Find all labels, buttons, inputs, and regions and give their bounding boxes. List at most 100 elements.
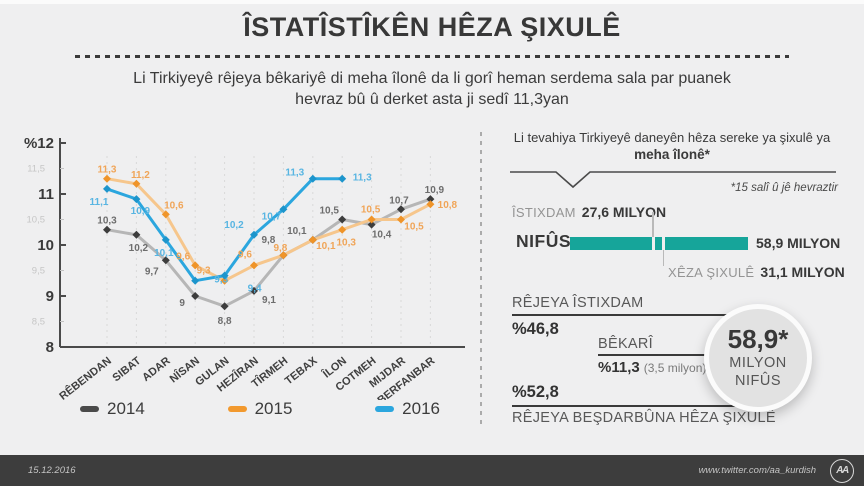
marker-2016 [250,230,258,239]
rule-participation [512,405,742,407]
data-label-2016: 11,3 [353,173,372,184]
population-circle-badge: 58,9* MILYON NIFÛS [704,304,812,412]
labour-force-label: XÊZA ŞIXULÊ [668,265,755,280]
marker-2014 [161,256,170,265]
circle-line-1: MILYON [729,355,787,372]
data-label-2015: 9,3 [197,266,211,277]
marker-2015 [132,179,141,188]
y-tick-label-minor: 11,5 [27,164,45,175]
twitter-handle: www.twitter.com/aa_kurdish [698,465,816,476]
data-label-2016: 10,7 [262,211,282,222]
x-axis-month-label: TEBAX [283,354,320,387]
footer-date: 15.12.2016 [28,465,76,476]
y-tick-label-minor: 8,5 [32,317,45,328]
marker-2015 [426,200,435,209]
marker-2016 [308,174,317,183]
vertical-dashed-separator [480,132,482,424]
legend-item-2016: 2016 [375,399,440,419]
y-tick-label-minor: 9,5 [32,266,45,277]
unemployment-value: %11,3 [598,359,640,376]
legend-label-2015: 2015 [254,399,293,418]
legend-label-2016: 2016 [402,399,440,418]
data-label-2016: 10,2 [224,220,244,231]
data-label-2016: 10,9 [131,206,151,217]
unemployment-label: BÊKARÎ [598,336,653,352]
page-title: ÎSTATÎSTÎKÊN HÊZA ŞIXULÊ [243,12,621,42]
bar-gap-employment [651,237,655,250]
legend-item-2015: 2015 [227,399,293,419]
top-strip [0,0,864,4]
subtitle-line-1: Li Tirkiyeyê rêjeya bêkariyê di meha îlo… [133,70,731,87]
marker-2014 [191,292,200,300]
data-label-2015: 9,6 [176,251,190,262]
chart-legend: 2014 2015 2016 [80,399,440,419]
subtitle-line-2: hevraz bû û derket asta ji sedî 11,3yan [295,91,569,108]
marker-2015 [161,210,170,219]
data-label-2015: 11,2 [131,170,150,181]
data-label-2014: 10,4 [372,230,392,241]
panel-heading-line-2: meha îlonê* [634,147,710,162]
population-bar [570,237,748,250]
rule-unemployment [598,354,710,356]
y-tick-label-major: 9 [46,288,54,305]
data-label-2014: 9,1 [262,295,276,306]
marker-2014 [132,230,141,239]
marker-2015 [191,261,200,270]
data-label-2014: 10,3 [97,216,117,227]
legend-swatch-2016 [375,406,395,412]
dashed-divider [75,55,789,58]
data-label-2015: 10,3 [336,238,356,249]
data-label-2015: 9,8 [273,243,287,254]
data-label-2014: 9 [179,298,185,309]
labour-force-panel: Li tevahiya Tirkiyeyê daneyên hêza serek… [490,128,854,433]
x-axis-month-label: RÊBENDAN [57,354,114,400]
x-axis-month-label: SIBAT [110,355,143,384]
footer-bar: 15.12.2016 www.twitter.com/aa_kurdish AA [0,455,864,486]
data-label-2014: 10,5 [319,206,339,217]
participation-rate-value: %52,8 [512,383,559,401]
footer-right-group: www.twitter.com/aa_kurdish AA [698,458,854,483]
employment-rate-label: RÊJEYA ÎSTIXDAM [512,295,644,311]
y-tick-label-major: 11 [38,186,54,203]
circle-value: 58,9* [727,324,789,355]
marker-2016 [191,276,200,285]
marker-2016 [132,195,141,204]
marker-2014 [397,205,405,214]
data-label-2014: 8,8 [218,316,232,327]
marker-2014 [338,215,347,224]
participation-rate-label: RÊJEYA BEŞDARBÛNA HÊZA ŞIXULÊ [512,410,776,426]
data-label-2015: 11,3 [98,165,117,176]
data-label-2015: 10,5 [361,205,381,216]
employment-rate-value: %46,8 [512,320,559,338]
unemployment-extra: (3,5 milyon) [643,361,707,375]
legend-item-2014: 2014 [80,399,145,419]
data-label-2016: 11,3 [285,168,304,179]
marker-2015 [250,261,258,270]
data-label-2016: 9,3 [214,275,228,286]
data-label-2016: 11,1 [90,197,109,208]
data-label-2014: 9,7 [145,266,159,277]
data-label-2014: 10,7 [389,195,409,206]
marker-2016 [220,271,229,280]
unemployment-line-chart: %12 11 10 9 8 11,5 10,5 9,5 8,5 RÊBENDANSIBATADAR… [24,135,465,400]
employment-value: 27,6 MILYON [581,204,667,220]
unemployment-row: %11,3 (3,5 milyon) [598,359,706,377]
marker-2014 [426,195,435,204]
legend-label-2014: 2014 [107,399,145,418]
y-tick-label-minor: 10,5 [27,215,46,226]
data-label-2014: 10,1 [287,226,307,237]
marker-2015 [308,235,317,244]
marker-2014 [250,286,258,295]
data-label-2015: 10,6 [164,200,184,211]
y-tick-label-major: 8 [46,339,54,356]
marker-2015 [397,215,405,224]
series-line-2014 [105,197,432,308]
marker-2015 [103,174,111,183]
legend-swatch-2015 [227,406,247,412]
series-line-2015 [105,177,432,283]
bracket-shape [510,171,836,189]
marker-2015 [279,251,288,260]
footnote: *15 salî û jê hevraztir [730,182,838,194]
data-label-2015: 10,8 [438,200,458,211]
